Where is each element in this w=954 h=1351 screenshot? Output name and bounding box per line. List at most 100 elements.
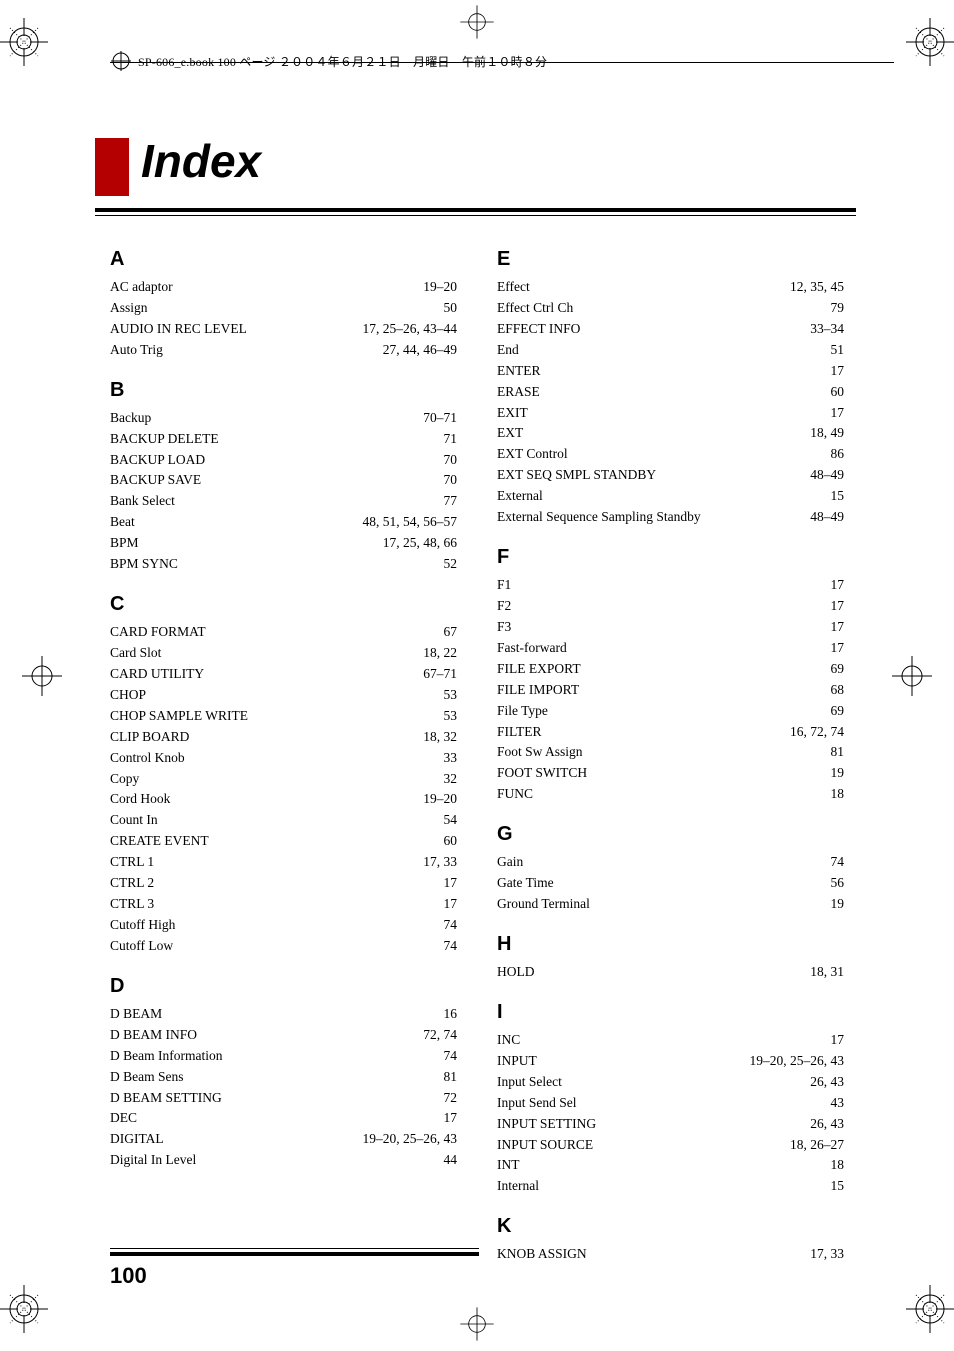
- index-term: BPM: [110, 533, 139, 554]
- index-term: D Beam Sens: [110, 1067, 184, 1088]
- index-term: Copy: [110, 769, 139, 790]
- index-term: External Sequence Sampling Standby: [497, 507, 701, 528]
- index-pages: 17: [831, 361, 845, 382]
- index-term: CHOP SAMPLE WRITE: [110, 706, 248, 727]
- index-term: Gain: [497, 852, 523, 873]
- index-entry: CARD UTILITY67–71: [110, 664, 457, 685]
- index-pages: 43: [831, 1093, 845, 1114]
- index-term: Card Slot: [110, 643, 161, 664]
- index-entry: CTRL 217: [110, 873, 457, 894]
- index-term: BACKUP DELETE: [110, 429, 219, 450]
- index-pages: 26, 43: [810, 1114, 844, 1135]
- index-entry: Assign50: [110, 298, 457, 319]
- index-term: CARD FORMAT: [110, 622, 206, 643]
- index-entry: INPUT SOURCE 18, 26–27: [497, 1135, 844, 1156]
- index-term: Input Send Sel: [497, 1093, 577, 1114]
- index-entry: F317: [497, 617, 844, 638]
- index-term: INPUT: [497, 1051, 537, 1072]
- index-term: D BEAM SETTING: [110, 1088, 222, 1109]
- index-pages: 32: [444, 769, 458, 790]
- index-term: End: [497, 340, 519, 361]
- index-pages: 18, 26–27: [790, 1135, 844, 1156]
- index-pages: 19–20: [423, 277, 457, 298]
- index-pages: 27, 44, 46–49: [383, 340, 457, 361]
- index-entry: EXIT17: [497, 403, 844, 424]
- index-entry: D BEAM INFO72, 74: [110, 1025, 457, 1046]
- index-term: D Beam Information: [110, 1046, 222, 1067]
- register-mark-icon: [457, 2, 497, 47]
- index-entry: HOLD18, 31: [497, 962, 844, 983]
- index-pages: 33–34: [810, 319, 844, 340]
- index-pages: 53: [444, 706, 458, 727]
- section-heading-a: A: [110, 244, 457, 275]
- index-entry: Ground Terminal19: [497, 894, 844, 915]
- index-pages: 16, 72, 74: [790, 722, 844, 743]
- index-entry: Gain74: [497, 852, 844, 873]
- index-pages: 18, 32: [423, 727, 457, 748]
- header-text: SP-606_e.book 100 ページ ２００４年６月２１日 月曜日 午前１…: [138, 53, 894, 70]
- index-pages: 19–20, 25–26, 43: [363, 1129, 458, 1150]
- index-entry: DIGITAL19–20, 25–26, 43: [110, 1129, 457, 1150]
- index-term: Auto Trig: [110, 340, 163, 361]
- index-term: Foot Sw Assign: [497, 742, 583, 763]
- index-pages: 74: [444, 1046, 458, 1067]
- index-term: FOOT SWITCH: [497, 763, 587, 784]
- index-pages: 70: [444, 450, 458, 471]
- index-pages: 71: [444, 429, 458, 450]
- index-term: HOLD: [497, 962, 535, 983]
- index-entry: Effect12, 35, 45: [497, 277, 844, 298]
- index-entry: Cutoff High74: [110, 915, 457, 936]
- index-entry: INC17: [497, 1030, 844, 1051]
- index-entry: CTRL 117, 33: [110, 852, 457, 873]
- title-rule-thick: [95, 208, 856, 212]
- index-term: BPM SYNC: [110, 554, 178, 575]
- index-pages: 17: [831, 617, 845, 638]
- index-pages: 67–71: [423, 664, 457, 685]
- index-pages: 54: [444, 810, 458, 831]
- index-pages: 17: [831, 575, 845, 596]
- index-entry: EXT Control86: [497, 444, 844, 465]
- section-heading-f: F: [497, 542, 844, 573]
- index-entry: BACKUP DELETE 71: [110, 429, 457, 450]
- index-entry: Fast-forward17: [497, 638, 844, 659]
- index-term: D BEAM INFO: [110, 1025, 197, 1046]
- index-term: Fast-forward: [497, 638, 567, 659]
- index-pages: 77: [444, 491, 458, 512]
- index-term: DEC: [110, 1108, 137, 1129]
- index-entry: EXT18, 49: [497, 423, 844, 444]
- index-term: Bank Select: [110, 491, 175, 512]
- index-pages: 17: [444, 1108, 458, 1129]
- index-term: D BEAM: [110, 1004, 162, 1025]
- index-term: Internal: [497, 1176, 539, 1197]
- right-column: EEffect12, 35, 45Effect Ctrl Ch79EFFECT …: [497, 240, 844, 1231]
- page-number: 100: [110, 1263, 147, 1289]
- index-term: INPUT SOURCE: [497, 1135, 593, 1156]
- index-entry: INPUT19–20, 25–26, 43: [497, 1051, 844, 1072]
- section-heading-d: D: [110, 971, 457, 1002]
- index-term: KNOB ASSIGN: [497, 1244, 587, 1265]
- section-heading-h: H: [497, 929, 844, 960]
- index-term: File Type: [497, 701, 548, 722]
- index-pages: 17, 33: [810, 1244, 844, 1265]
- index-term: ENTER: [497, 361, 541, 382]
- index-term: FILE IMPORT: [497, 680, 579, 701]
- footer-rule-thick: [110, 1252, 479, 1256]
- index-pages: 51: [831, 340, 845, 361]
- index-pages: 81: [831, 742, 845, 763]
- index-pages: 44: [444, 1150, 458, 1171]
- index-pages: 53: [444, 685, 458, 706]
- page-title: Index: [141, 134, 261, 188]
- index-entry: Internal15: [497, 1176, 844, 1197]
- index-entry: F117: [497, 575, 844, 596]
- index-entry: CHOP53: [110, 685, 457, 706]
- index-entry: FILTER16, 72, 74: [497, 722, 844, 743]
- section-heading-c: C: [110, 589, 457, 620]
- index-pages: 48–49: [810, 507, 844, 528]
- index-term: EFFECT INFO: [497, 319, 580, 340]
- index-entry: DEC 17: [110, 1108, 457, 1129]
- header-rule: [110, 62, 894, 63]
- index-entry: F217: [497, 596, 844, 617]
- index-entry: Beat48, 51, 54, 56–57: [110, 512, 457, 533]
- index-term: Effect: [497, 277, 530, 298]
- index-term: EXT SEQ SMPL STANDBY: [497, 465, 656, 486]
